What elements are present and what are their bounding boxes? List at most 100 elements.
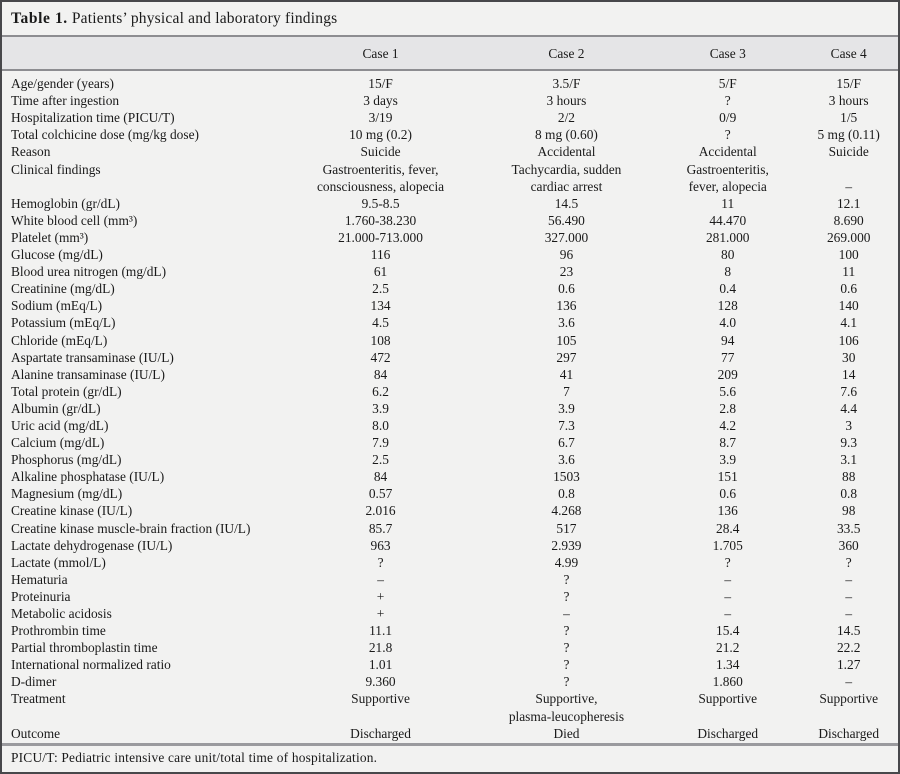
table-row: Metabolic acidosis + – – – [2,605,898,622]
cell-value: 11.1 [369,623,393,639]
cell-value: 4.1 [840,315,858,331]
table-row: Partial thromboplastin time 21.8? 21.2 22.2 [2,639,898,656]
cell-value: Discharged [350,725,411,741]
cell-value: 14.5 [836,623,861,639]
cell-value: 30 [842,349,856,365]
row-label: Total colchicine dose (mg/kg dose) [11,127,199,143]
cell-value: 3.6 [558,452,575,468]
cell-value: 33.5 [836,520,861,536]
table-row: Glucose (mg/dL) 116 96 80 100 [2,246,898,263]
table-row: Creatine kinase muscle-brain fraction (I… [2,520,898,537]
cell-value: 3.1 [840,452,858,468]
cell-value: Gastroenteritis, fever, alopecia [686,161,769,194]
cell-value: 21.8 [368,640,393,656]
table-row: Chloride (mEq/L) 108 105 94 106 [2,332,898,349]
row-label: Lactate dehydrogenase (IU/L) [11,537,173,553]
cell-value: 0.6 [719,486,737,502]
cell-value: 1.34 [716,657,740,673]
cell-value: 9.5-8.5 [361,195,400,211]
cell-value: 6.2 [372,383,389,399]
cell-value: 100 [838,247,859,263]
cell-value: 3 hours [546,93,587,109]
cell-value: 3.9 [372,400,389,416]
row-label: Lactate (mmol/L) [11,554,106,570]
table-row: Uric acid (mg/dL) 8.0 7.3 4.2 3 [2,417,898,434]
row-label: Albumin (gr/dL) [11,400,101,416]
cell-value: ? [724,554,731,570]
cell-value: 77 [721,349,735,365]
cell-value: 1.705 [712,537,743,553]
table-header: Case 1 Case 2 Case 3 Case 4 [2,36,898,72]
table-row: Outcome Discharged Died Discharged Discharge… [2,725,898,742]
row-label: Partial thromboplastin time [11,640,158,656]
cell-value: + [376,606,385,621]
row-label: Phosphorus (mg/dL) [11,452,122,468]
cell-value: 22.2 [836,640,861,656]
cell-value: 1503 [553,469,580,485]
cell-value: 21.2 [716,640,740,656]
cell-value: 0.8 [558,486,575,502]
table-row: Potassium (mEq/L) 4.5 3.6 4.0 4.1 [2,314,898,331]
cell-value: 4.2 [719,417,737,433]
cell-value: 0/9 [719,110,737,126]
table-footnote: PICU/T: Pediatric intensive care unit/to… [11,750,378,765]
row-label: Metabolic acidosis [11,606,112,621]
cell-value: 12.1 [836,195,861,211]
table-row: Phosphorus (mg/dL) 2.5 3.6 3.9 3.1 [2,451,898,468]
row-label: Aspartate transaminase (IU/L) [11,349,174,365]
cell-value: 327.000 [544,229,589,245]
row-label: White blood cell (mm³) [11,212,138,228]
case-column-header: Case 4 [799,36,898,72]
cell-value: 7.9 [372,435,389,451]
cell-value: 85.7 [368,520,393,536]
cell-value: 3 [845,417,853,433]
table-row: Platelet (mm³) 21.000-713.000 327.000 281.0… [2,229,898,246]
row-label: Glucose (mg/dL) [11,247,103,263]
cell-value: ? [724,127,731,143]
cell-value: 140 [838,298,859,314]
cell-value: 6.7 [558,435,575,451]
cell-value: ? [724,93,731,109]
cell-value: 41 [559,366,574,382]
cell-value: ? [563,571,570,587]
cell-value: – [724,571,732,587]
row-label: Treatment [11,691,66,707]
cell-value: 1.01 [368,657,393,673]
cell-value: 136 [717,503,738,519]
cell-value: 88 [842,469,856,485]
cell-value: 360 [838,537,859,553]
cell-value: – [724,606,732,621]
cell-value: + [376,588,385,604]
case-column-header: Case 2 [476,36,657,72]
cell-value: 269.000 [826,229,871,245]
cell-value: 1.860 [712,674,743,690]
cell-value: – [845,571,853,587]
findings-table: Case 1 Case 2 Case 3 Case 4 Age/gender (yea… [2,35,898,742]
cell-value: ? [563,674,570,690]
cell-value: 3.6 [558,315,575,331]
cell-value: 0.4 [719,281,737,297]
cell-value: 8.690 [833,212,864,228]
row-label: Magnesium (mg/dL) [11,486,123,502]
cell-value: 15.4 [716,623,740,639]
table-row: Prothrombin time 11.1? 15.4 14.5 [2,622,898,639]
cell-value: 106 [838,332,859,348]
table-row: Lactate dehydrogenase (IU/L) 963 2.939 1.70… [2,537,898,554]
cell-value: 8.7 [719,435,737,451]
cell-value: 11 [721,195,735,211]
table-row: Clinical findings Gastroenteritis, fever,… [2,161,898,195]
cell-value: 128 [717,298,738,314]
table-number: Table 1. [11,10,68,27]
cell-value: 5.6 [719,383,737,399]
cell-value: 3.9 [558,400,575,416]
cell-value: – [563,606,570,621]
cell-value: Died [553,725,580,741]
row-label: Creatine kinase muscle-brain fraction (I… [11,520,251,536]
table-row: D-dimer 9.360? 1.860 – [2,673,898,690]
cell-value: 2/2 [557,110,576,126]
cell-value: 472 [370,349,391,365]
cell-value: 14.5 [554,195,579,211]
row-label: Platelet (mm³) [11,229,89,245]
cell-value: 80 [721,247,735,263]
cell-value: ? [845,554,852,570]
